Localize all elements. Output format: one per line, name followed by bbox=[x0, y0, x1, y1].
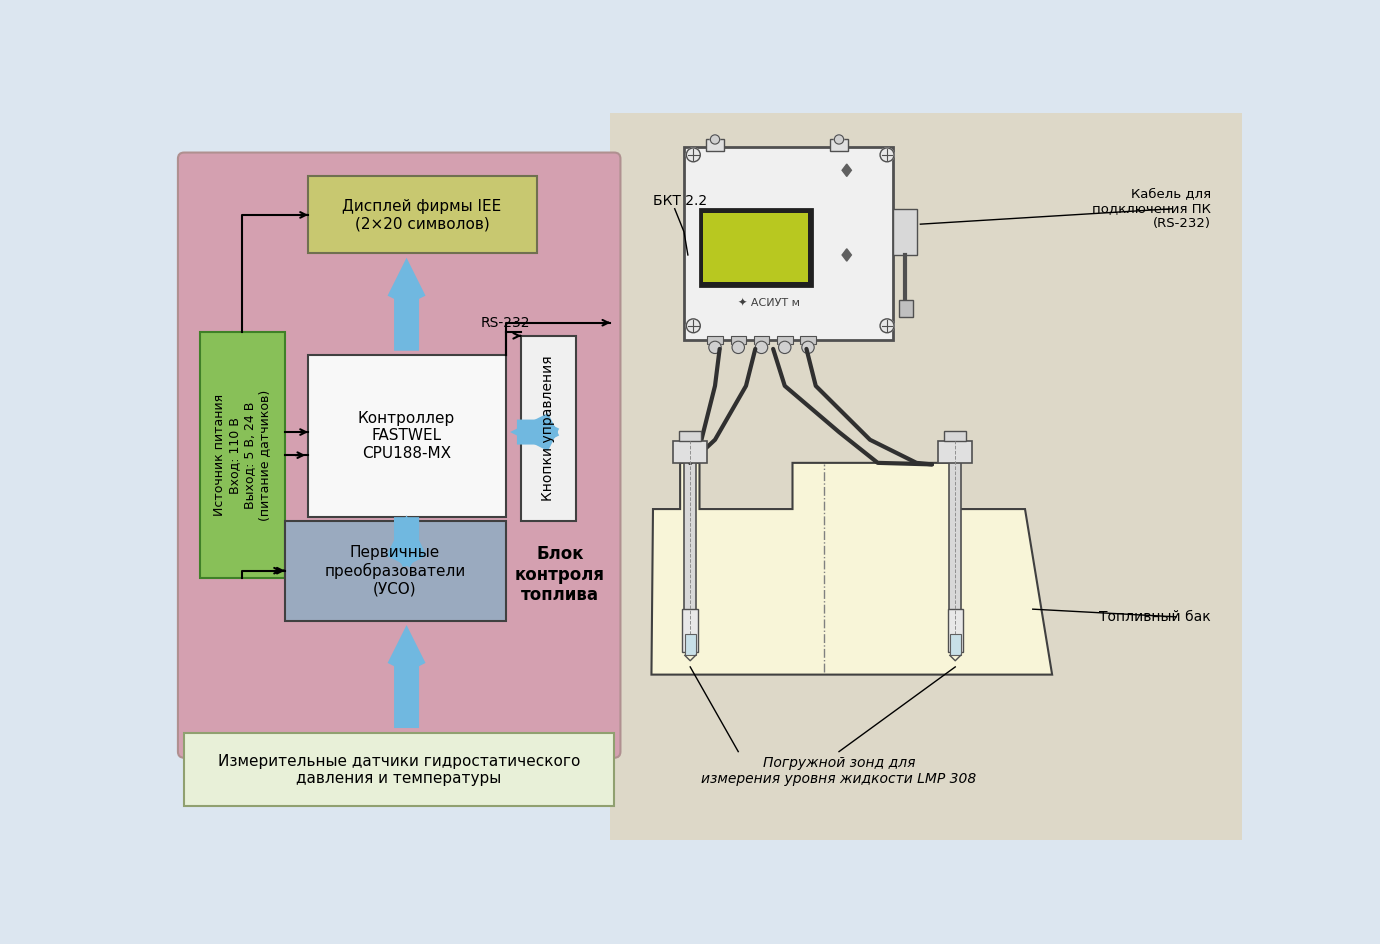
Bar bbox=[829, 140, 849, 151]
Bar bbox=[938, 441, 973, 463]
Bar bbox=[610, 113, 1242, 840]
Bar bbox=[683, 609, 698, 651]
Text: БКТ 2.2: БКТ 2.2 bbox=[653, 194, 707, 208]
Circle shape bbox=[686, 148, 700, 161]
Text: Измерительные датчики гидростатического
давления и температуры: Измерительные датчики гидростатического … bbox=[218, 754, 580, 786]
Circle shape bbox=[778, 341, 791, 353]
Bar bbox=[679, 430, 701, 441]
Text: Источник питания
Вход: 110 В
Выход: 5 В, 24 В
(питание датчиков): Источник питания Вход: 110 В Выход: 5 В,… bbox=[214, 390, 272, 521]
Circle shape bbox=[709, 341, 722, 353]
Bar bbox=[949, 452, 962, 629]
Polygon shape bbox=[842, 249, 851, 261]
Bar bbox=[308, 355, 505, 516]
Bar bbox=[522, 336, 575, 520]
Bar bbox=[800, 336, 816, 344]
Text: Кабель для
подключения ПК
(RS-232): Кабель для подключения ПК (RS-232) bbox=[1092, 187, 1212, 230]
Circle shape bbox=[880, 319, 894, 332]
Bar bbox=[707, 336, 723, 344]
Bar bbox=[704, 212, 809, 282]
Bar bbox=[684, 452, 697, 629]
Bar bbox=[753, 336, 769, 344]
Polygon shape bbox=[651, 463, 1052, 675]
Bar bbox=[700, 209, 811, 286]
FancyBboxPatch shape bbox=[178, 153, 621, 758]
Text: Блок
контроля
топлива: Блок контроля топлива bbox=[515, 545, 604, 604]
Bar bbox=[777, 336, 792, 344]
Circle shape bbox=[686, 319, 700, 332]
Text: ✦ АСИУТ м: ✦ АСИУТ м bbox=[738, 297, 800, 308]
Text: Топливный бак: Топливный бак bbox=[1100, 610, 1212, 624]
Bar bbox=[944, 430, 966, 441]
Text: Контроллер
FASTWEL
CPU188-MX: Контроллер FASTWEL CPU188-MX bbox=[357, 411, 455, 461]
Circle shape bbox=[802, 341, 814, 353]
Bar bbox=[684, 147, 893, 340]
Circle shape bbox=[711, 135, 719, 144]
Text: RS-232: RS-232 bbox=[482, 315, 530, 329]
Bar bbox=[948, 609, 963, 651]
Circle shape bbox=[755, 341, 767, 353]
Bar bbox=[730, 336, 747, 344]
Text: Первичные
преобразователи
(УСО): Первичные преобразователи (УСО) bbox=[324, 545, 465, 597]
Circle shape bbox=[880, 148, 894, 161]
Bar bbox=[308, 177, 537, 253]
Bar bbox=[684, 633, 696, 655]
Text: Погружной зонд для
измерения уровня жидкости LMP 308: Погружной зонд для измерения уровня жидк… bbox=[701, 756, 977, 786]
Bar bbox=[200, 332, 284, 579]
Circle shape bbox=[731, 341, 744, 353]
Bar bbox=[673, 441, 708, 463]
Bar bbox=[949, 633, 960, 655]
Bar bbox=[705, 140, 725, 151]
Bar bbox=[184, 733, 614, 806]
Text: Дисплей фирмы IEE
(2×20 символов): Дисплей фирмы IEE (2×20 символов) bbox=[342, 199, 502, 231]
Bar bbox=[898, 299, 912, 316]
Bar bbox=[284, 520, 505, 621]
Text: Кнопки управления: Кнопки управления bbox=[541, 355, 555, 501]
Polygon shape bbox=[842, 164, 851, 177]
Circle shape bbox=[835, 135, 843, 144]
Bar bbox=[893, 209, 916, 255]
